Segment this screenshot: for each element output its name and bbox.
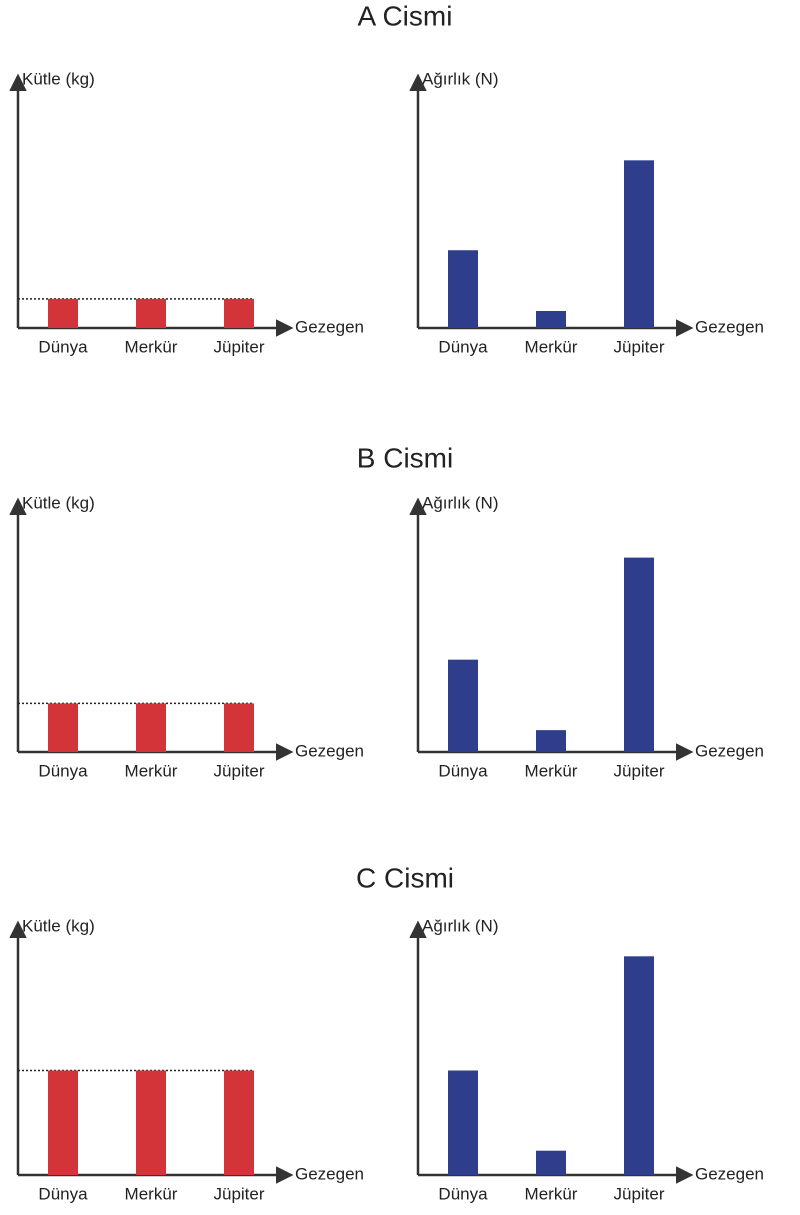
bar [224,1070,254,1175]
y-axis-label: Kütle (kg) [22,69,95,88]
x-tick-label: Jüpiter [213,761,264,780]
x-tick-label: Merkür [525,761,578,780]
bar [448,250,478,328]
bar [536,310,566,328]
bar [448,1070,478,1175]
bar [136,1070,166,1175]
bar [136,703,166,752]
x-tick-label: Merkür [125,761,178,780]
bar [136,298,166,328]
x-tick-label: Dünya [438,1184,488,1203]
bar [536,1150,566,1175]
chart-title: B Cismi [357,442,453,473]
bar [624,557,654,752]
bar [48,703,78,752]
bar [624,160,654,328]
x-axis-label: Gezegen [295,741,364,760]
x-tick-label: Jüpiter [613,1184,664,1203]
y-axis-label: Kütle (kg) [22,493,95,512]
bar [624,956,654,1175]
x-axis-label: Gezegen [695,741,764,760]
x-axis-label: Gezegen [295,1164,364,1183]
x-tick-label: Jüpiter [213,1184,264,1203]
bar [448,659,478,752]
x-tick-label: Dünya [38,1184,88,1203]
x-tick-label: Merkür [525,1184,578,1203]
y-axis-label: Ağırlık (N) [422,493,499,512]
bar [48,1070,78,1175]
x-tick-label: Merkür [525,337,578,356]
x-tick-label: Jüpiter [613,761,664,780]
x-axis-label: Gezegen [295,317,364,336]
x-tick-label: Dünya [38,761,88,780]
x-tick-label: Merkür [125,337,178,356]
x-axis-label: Gezegen [695,317,764,336]
bar [224,703,254,752]
x-tick-label: Dünya [438,761,488,780]
x-tick-label: Merkür [125,1184,178,1203]
y-axis-label: Kütle (kg) [22,916,95,935]
bar [48,298,78,328]
x-tick-label: Jüpiter [613,337,664,356]
x-tick-label: Dünya [38,337,88,356]
bar [536,730,566,752]
x-axis-label: Gezegen [695,1164,764,1183]
x-tick-label: Dünya [438,337,488,356]
chart-title: C Cismi [356,862,454,893]
x-tick-label: Jüpiter [213,337,264,356]
bar [224,298,254,328]
chart-title: A Cismi [358,0,453,31]
y-axis-label: Ağırlık (N) [422,69,499,88]
y-axis-label: Ağırlık (N) [422,916,499,935]
